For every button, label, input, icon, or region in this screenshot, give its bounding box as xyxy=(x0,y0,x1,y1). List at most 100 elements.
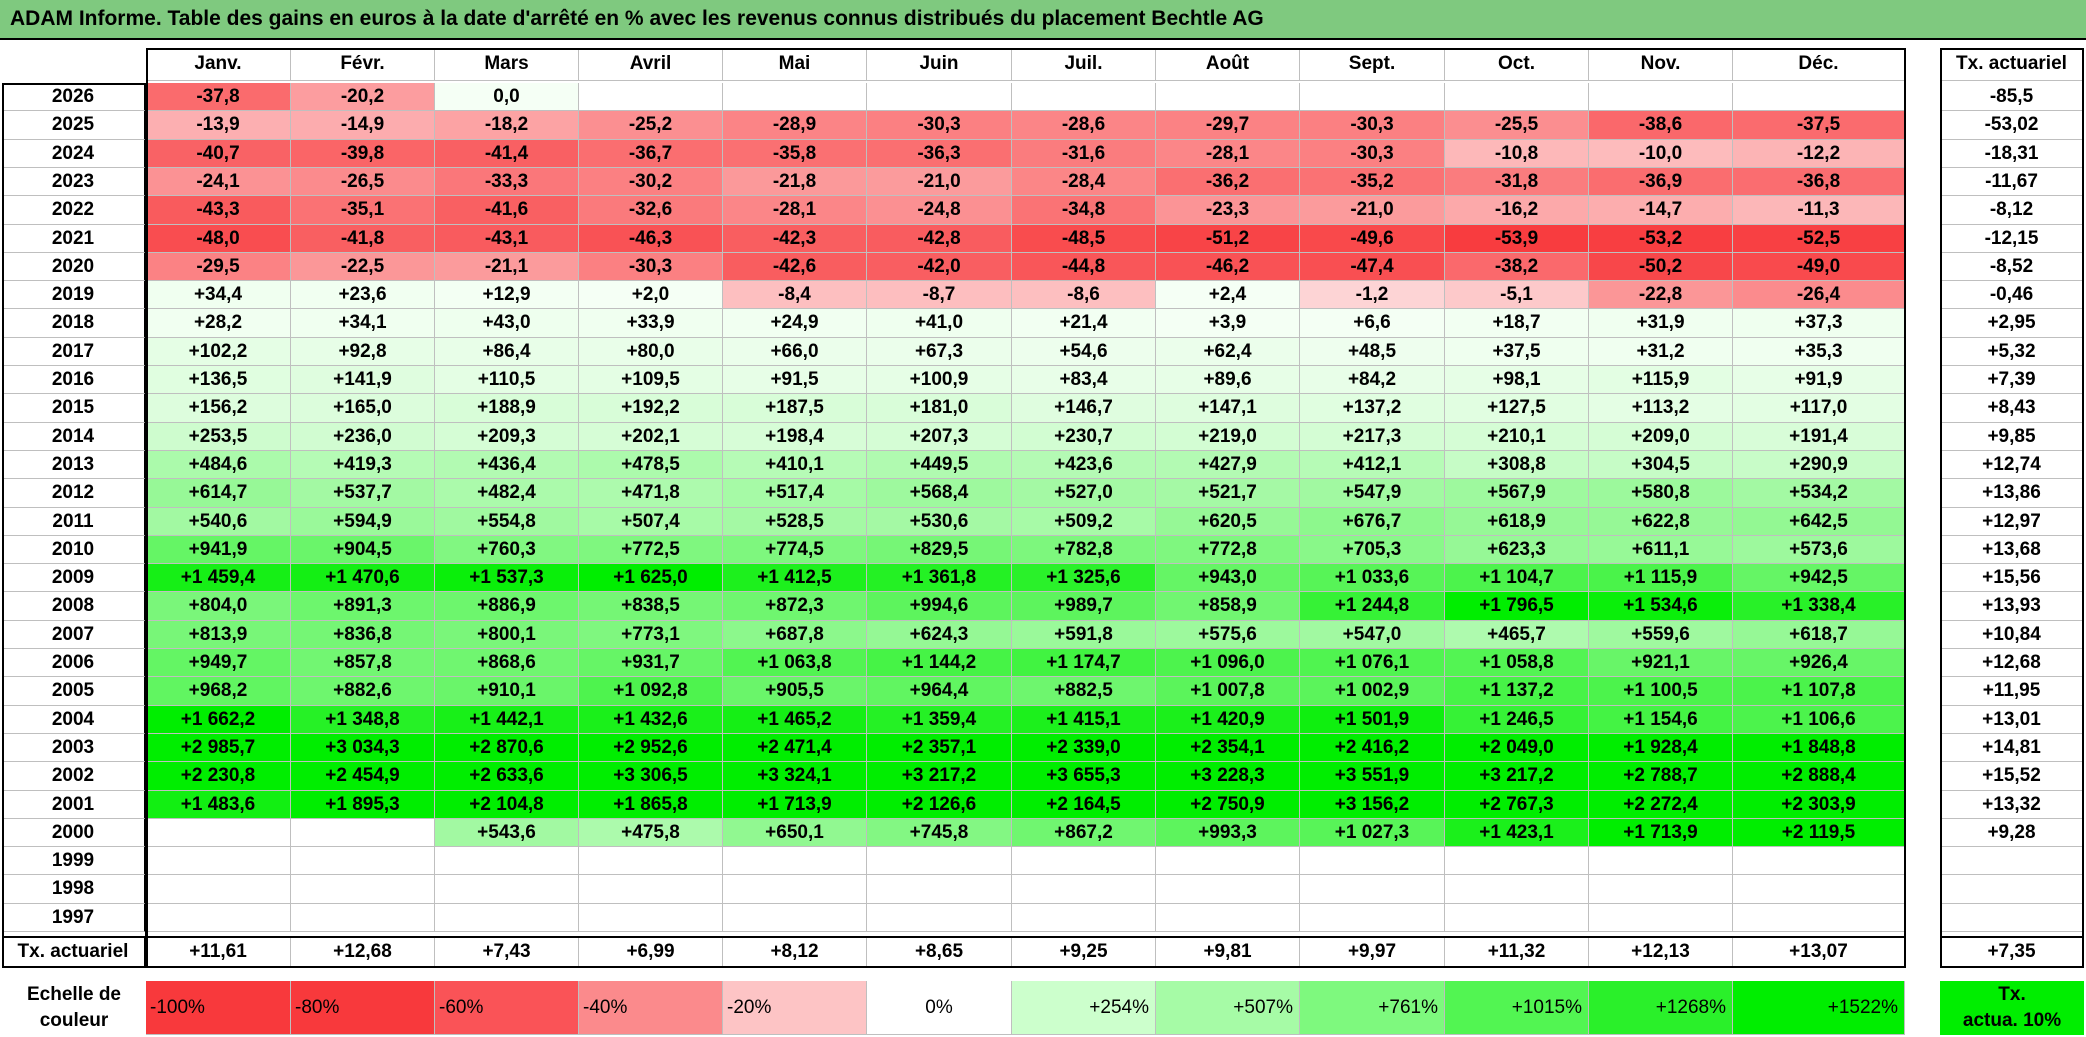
heatmap-cell: +804,0 xyxy=(146,592,291,621)
heatmap-cell: -1,2 xyxy=(1300,281,1445,309)
heatmap-cell: +1 432,6 xyxy=(579,706,723,734)
heatmap-cell: -14,7 xyxy=(1589,196,1733,225)
row-rate-cell: +15,56 xyxy=(1940,564,2084,592)
heatmap-cell: +1 848,8 xyxy=(1733,734,1905,762)
heatmap-cell xyxy=(1445,875,1589,904)
heatmap-cell: +198,4 xyxy=(723,423,867,451)
heatmap-cell: +1 092,8 xyxy=(579,677,723,706)
heatmap-cell: +1 415,1 xyxy=(1012,706,1156,734)
heatmap-cell: -8,6 xyxy=(1012,281,1156,309)
heatmap-cell: -37,5 xyxy=(1733,111,1905,140)
heatmap-cell: +475,8 xyxy=(579,819,723,847)
heatmap-cell: +202,1 xyxy=(579,423,723,451)
row-year-label: 2015 xyxy=(2,394,146,423)
heatmap-cell: +2 416,2 xyxy=(1300,734,1445,762)
heatmap-cell: -50,2 xyxy=(1589,253,1733,281)
heatmap-cell: +23,6 xyxy=(291,281,435,309)
heatmap-cell: -41,6 xyxy=(435,196,579,225)
heatmap-cell xyxy=(435,875,579,904)
heatmap-cell: +1 007,8 xyxy=(1156,677,1300,706)
heatmap-cell: +410,1 xyxy=(723,451,867,479)
legend-swatch: +1522% xyxy=(1733,981,1905,1035)
row-rate-cell: +5,32 xyxy=(1940,338,2084,366)
row-year-label: 2014 xyxy=(2,423,146,451)
heatmap-cell: -24,8 xyxy=(867,196,1012,225)
heatmap-cell: +236,0 xyxy=(291,423,435,451)
heatmap-cell: -16,2 xyxy=(1445,196,1589,225)
heatmap-cell: +931,7 xyxy=(579,649,723,677)
heatmap-cell: -21,0 xyxy=(867,168,1012,196)
heatmap-cell: +192,2 xyxy=(579,394,723,423)
row-year-label: 1999 xyxy=(2,847,146,875)
heatmap-cell: +2 357,1 xyxy=(867,734,1012,762)
heatmap-cell xyxy=(1733,875,1905,904)
heatmap-cell: +66,0 xyxy=(723,338,867,366)
heatmap-cell: +62,4 xyxy=(1156,338,1300,366)
row-year-label: 2009 xyxy=(2,564,146,592)
row-year-label: 2002 xyxy=(2,762,146,791)
heatmap-cell: +21,4 xyxy=(1012,309,1156,338)
heatmap-cell: +624,3 xyxy=(867,621,1012,649)
heatmap-cell: +1 154,6 xyxy=(1589,706,1733,734)
heatmap-cell: +3 034,3 xyxy=(291,734,435,762)
heatmap-cell: -25,5 xyxy=(1445,111,1589,140)
row-rate-cell: +13,68 xyxy=(1940,536,2084,564)
heatmap-cell: -35,2 xyxy=(1300,168,1445,196)
heatmap-cell: +141,9 xyxy=(291,366,435,394)
heatmap-cell: +98,1 xyxy=(1445,366,1589,394)
heatmap-cell: +857,8 xyxy=(291,649,435,677)
heatmap-cell: +904,5 xyxy=(291,536,435,564)
footer-rate-cell: +8,65 xyxy=(867,936,1012,968)
heatmap-cell: -47,4 xyxy=(1300,253,1445,281)
heatmap-cell xyxy=(146,875,291,904)
row-rate-cell: +11,95 xyxy=(1940,677,2084,706)
heatmap-cell: -39,8 xyxy=(291,140,435,168)
footer-rate-cell: +13,07 xyxy=(1733,936,1905,968)
column-header: Févr. xyxy=(291,48,435,81)
column-header: Sept. xyxy=(1300,48,1445,81)
heatmap-cell: +181,0 xyxy=(867,394,1012,423)
heatmap-cell xyxy=(1589,83,1733,111)
heatmap-cell xyxy=(867,904,1012,932)
legend-swatch: +1015% xyxy=(1445,981,1589,1035)
heatmap-cell: +2 471,4 xyxy=(723,734,867,762)
row-year-label: 2000 xyxy=(2,819,146,847)
heatmap-cell: +24,9 xyxy=(723,309,867,338)
heatmap-cell: +772,5 xyxy=(579,536,723,564)
heatmap-cell xyxy=(867,847,1012,875)
heatmap-cell xyxy=(1300,83,1445,111)
heatmap-cell: +1 325,6 xyxy=(1012,564,1156,592)
heatmap-cell: +1 420,9 xyxy=(1156,706,1300,734)
heatmap-cell xyxy=(1156,904,1300,932)
heatmap-cell: +80,0 xyxy=(579,338,723,366)
heatmap-cell: +478,5 xyxy=(579,451,723,479)
heatmap-cell: +1 100,5 xyxy=(1589,677,1733,706)
heatmap-cell: +1 895,3 xyxy=(291,791,435,819)
heatmap-cell xyxy=(291,875,435,904)
heatmap-cell xyxy=(1589,904,1733,932)
heatmap-cell: +1 246,5 xyxy=(1445,706,1589,734)
heatmap-cell: +3 306,5 xyxy=(579,762,723,791)
heatmap-cell: +836,8 xyxy=(291,621,435,649)
heatmap-cell: +676,7 xyxy=(1300,508,1445,536)
heatmap-cell: +773,1 xyxy=(579,621,723,649)
row-year-label: 2010 xyxy=(2,536,146,564)
heatmap-cell: +527,0 xyxy=(1012,479,1156,508)
heatmap-cell xyxy=(435,904,579,932)
legend-side-line2: actua. 10% xyxy=(1962,1010,2062,1031)
heatmap-cell: +136,5 xyxy=(146,366,291,394)
heatmap-cell: +6,6 xyxy=(1300,309,1445,338)
column-header: Déc. xyxy=(1733,48,1905,81)
heatmap-cell: -26,4 xyxy=(1733,281,1905,309)
heatmap-cell: +1 002,9 xyxy=(1300,677,1445,706)
heatmap-cell: +547,0 xyxy=(1300,621,1445,649)
heatmap-cell: +1 662,2 xyxy=(146,706,291,734)
footer-rate-cell: +12,68 xyxy=(291,936,435,968)
heatmap-cell: -53,2 xyxy=(1589,225,1733,253)
legend-swatch: -60% xyxy=(435,981,579,1035)
heatmap-cell: +12,9 xyxy=(435,281,579,309)
row-year-label: 2011 xyxy=(2,508,146,536)
heatmap-cell: +1 107,8 xyxy=(1733,677,1905,706)
heatmap-cell: +92,8 xyxy=(291,338,435,366)
heatmap-cell: -26,5 xyxy=(291,168,435,196)
